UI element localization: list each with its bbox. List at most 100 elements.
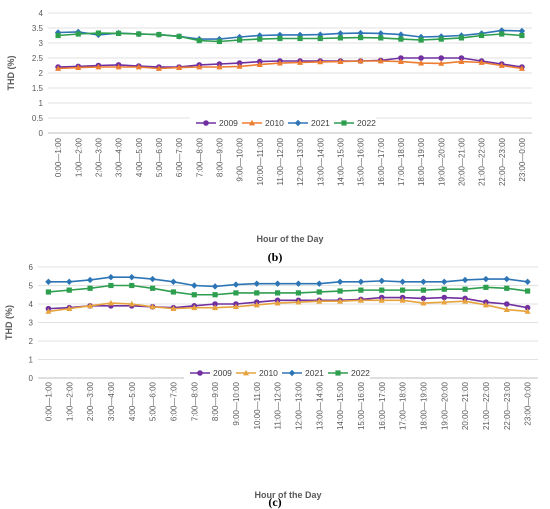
y-axis-title: THD (%) (6, 56, 16, 91)
data-point-2010 (503, 306, 510, 312)
data-point-2022 (196, 38, 202, 44)
legend-marker-2021 (294, 119, 302, 127)
series-2010 (55, 57, 525, 71)
data-point-2022 (378, 35, 384, 41)
data-point-2009 (420, 295, 427, 302)
x-tick-label: 5:00—6:00 (155, 137, 164, 177)
data-point-2010 (128, 300, 135, 307)
x-tick-label: 13:00—14:00 (315, 381, 324, 430)
x-tick-label: 14:00—15:00 (336, 381, 345, 430)
data-point-2022 (379, 287, 385, 293)
data-point-2010 (115, 63, 122, 70)
series-line-2021 (48, 276, 528, 288)
data-point-2021 (149, 275, 156, 283)
x-tick-label: 15:00—16:00 (357, 381, 366, 430)
data-point-2010 (458, 58, 465, 64)
y-tick-label: 1.5 (32, 84, 44, 93)
data-point-2010 (317, 58, 324, 65)
x-tick-label: 23:00—0:00 (524, 381, 533, 425)
data-point-2022 (115, 30, 122, 36)
x-tick-label: 20:00—21:00 (457, 137, 466, 186)
data-point-2010 (253, 301, 260, 308)
y-tick-label: 3 (29, 319, 34, 328)
legend-marker-2022 (341, 120, 347, 126)
data-point-2022 (297, 35, 303, 42)
y-tick-label: 0.5 (32, 114, 44, 123)
x-tick-label: 17:00—18:00 (397, 137, 406, 186)
x-tick-label: 16:00—17:00 (378, 381, 387, 430)
x-tick-label: 3:00—4:00 (115, 137, 124, 177)
series-2022 (55, 30, 525, 45)
data-point-2010 (87, 302, 94, 309)
data-point-2021 (211, 283, 219, 290)
series-2010 (45, 297, 531, 314)
data-point-2021 (378, 277, 385, 285)
data-point-2021 (441, 278, 448, 285)
data-point-2021 (107, 273, 115, 281)
y-tick-label: 2 (39, 69, 44, 78)
data-point-2010 (337, 298, 344, 304)
data-point-2022 (274, 290, 281, 296)
data-point-2021 (191, 282, 198, 289)
legend-marker-2009 (203, 120, 209, 126)
x-tick-label: 8:00—9:00 (211, 381, 220, 421)
legend-label-2009: 2009 (213, 368, 232, 378)
x-tick-label: 8:00—9:00 (215, 137, 224, 177)
x-tick-label: 10:00—11:00 (256, 137, 265, 185)
data-point-2010 (297, 59, 304, 65)
legend: 2009 2010 2021 2022 (190, 116, 376, 130)
x-tick-label: 5:00—6:00 (149, 381, 158, 421)
data-point-2009 (458, 55, 465, 61)
x-tick-label: 12:00—13:00 (294, 381, 303, 430)
data-point-2022 (254, 290, 260, 296)
figure-caption-b: (b) (268, 250, 283, 264)
data-point-2010 (397, 58, 404, 64)
data-point-2022 (441, 286, 447, 292)
data-point-2022 (66, 287, 72, 293)
data-point-2022 (233, 290, 239, 296)
data-point-2022 (212, 292, 218, 298)
data-point-2021 (397, 31, 405, 38)
data-point-2009 (503, 301, 510, 307)
data-point-2010 (176, 64, 183, 70)
data-point-2010 (66, 305, 73, 312)
x-tick-label: 21:00—22:00 (478, 137, 487, 186)
data-point-2022 (458, 35, 465, 41)
y-tick-label: 1 (29, 356, 34, 365)
data-point-2021 (128, 273, 135, 281)
series-line-2022 (48, 284, 528, 296)
data-point-2010 (135, 63, 142, 70)
data-point-2022 (95, 30, 102, 36)
data-point-2021 (253, 280, 260, 287)
data-point-2021 (357, 278, 365, 285)
data-point-2022 (156, 32, 162, 38)
y-tick-label: 2.5 (32, 54, 44, 63)
x-tick-label: 0:00—1:00 (44, 381, 53, 421)
x-tick-label: 23:00—0:00 (518, 137, 527, 181)
legend-label-2010: 2010 (259, 368, 278, 378)
x-tick-label: 1:00—2:00 (74, 137, 83, 177)
x-tick-label: 15:00—16:00 (357, 137, 366, 186)
data-point-2010 (107, 299, 114, 306)
data-point-2022 (483, 284, 489, 290)
y-tick-label: 6 (29, 263, 34, 272)
data-point-2022 (87, 285, 93, 291)
data-point-2022 (357, 35, 364, 41)
data-point-2010 (155, 65, 162, 71)
data-point-2022 (108, 282, 114, 289)
y-tick-label: 3 (39, 39, 44, 48)
legend-marker-2010 (249, 119, 255, 126)
data-point-2010 (276, 59, 283, 66)
data-point-2010 (316, 298, 323, 304)
data-point-2010 (170, 305, 177, 312)
x-tick-label: 4:00—5:00 (128, 381, 137, 421)
data-point-2010 (462, 298, 469, 304)
x-axis-title: Hour of the Day (254, 490, 321, 500)
data-point-2021 (170, 278, 177, 285)
legend-marker-2022 (335, 370, 341, 376)
data-point-2010 (399, 297, 406, 303)
data-point-2022 (504, 285, 510, 291)
data-point-2010 (518, 65, 525, 71)
data-point-2022 (399, 287, 406, 293)
x-tick-label: 11:00—12:00 (274, 381, 283, 429)
